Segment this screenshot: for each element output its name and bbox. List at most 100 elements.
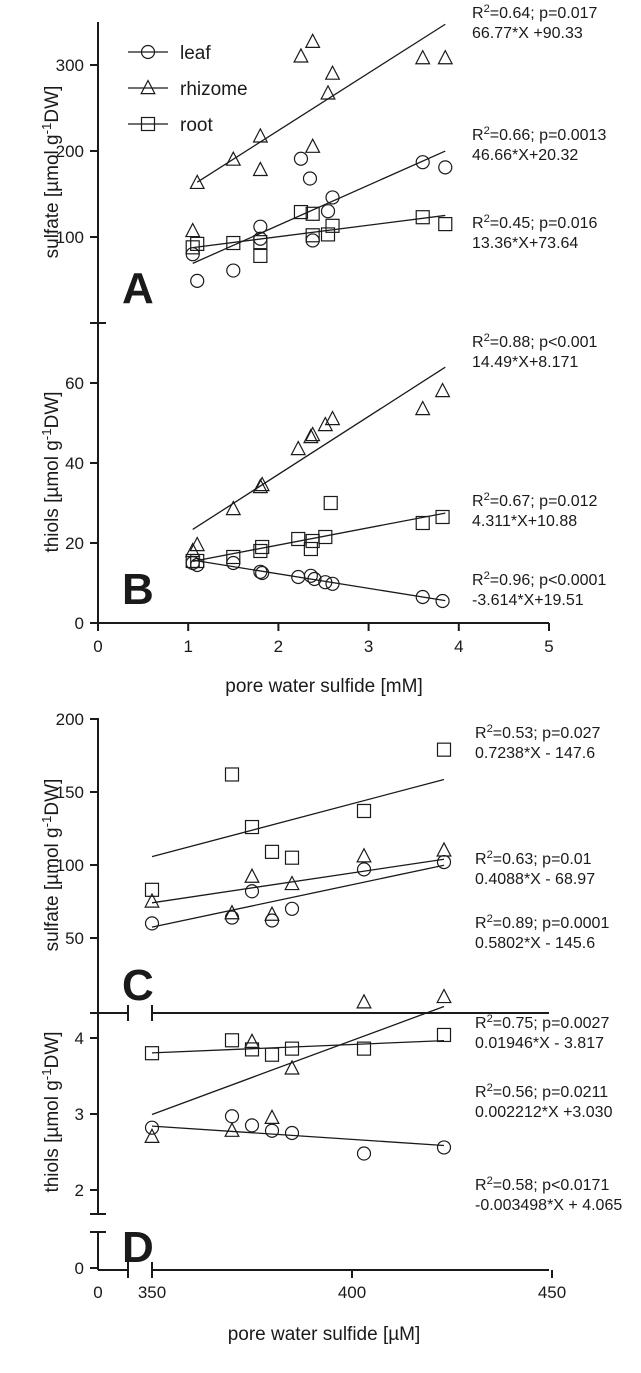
panel-d-point-rhizome xyxy=(144,1128,160,1144)
panel-d-point-rhizome xyxy=(284,1059,300,1075)
panel-a-point-root xyxy=(293,204,309,220)
panel-c-point-rhizome xyxy=(244,867,260,883)
panel-d-fit-line-rhizome xyxy=(151,1005,445,1116)
panel-a-point-rhizome xyxy=(304,137,321,153)
panel-c-stat-equation-root: 0.7238*X - 147.6 xyxy=(475,745,595,762)
panel-a-point-leaf xyxy=(305,233,320,248)
panel-d-stat-r2-root: R2=0.56; p=0.0211 xyxy=(475,1082,608,1101)
panel-d-point-rhizome xyxy=(264,1109,280,1125)
panel-a-y-axis-title: sulfate [µmol g-1DW] xyxy=(39,86,64,259)
panel-d-point-leaf xyxy=(284,1125,300,1141)
panel-b-point-leaf xyxy=(415,589,430,605)
panel-b-x-tick-label: 4 xyxy=(454,637,463,656)
panel-a-letter: A xyxy=(122,264,154,313)
panel-b-x-tick-label: 1 xyxy=(183,637,192,656)
panel-d-point-root xyxy=(264,1047,280,1062)
panel-a-point-rhizome xyxy=(252,127,269,143)
panel-c-point-rhizome xyxy=(144,892,160,908)
panel-a-point-root xyxy=(438,217,453,232)
panel-b-stat-equation-leaf: -3.614*X+19.51 xyxy=(472,592,584,609)
panel-a-point-leaf xyxy=(302,171,318,186)
panel-c-y-tick-label: 200 xyxy=(56,710,84,729)
legend-marker-root xyxy=(140,116,156,132)
panel-b-point-rhizome xyxy=(414,400,431,416)
legend-label-root: root xyxy=(180,115,213,136)
panel-b-stat-equation-rhizome: 14.49*X+8.171 xyxy=(472,354,578,371)
panel-b-point-rhizome xyxy=(324,410,341,426)
panel-a-point-rhizome xyxy=(293,47,309,63)
panel-b-point-root xyxy=(435,509,450,525)
panel-b-point-leaf xyxy=(318,575,333,590)
panel-c-point-rhizome xyxy=(284,875,300,891)
panel-c-letter: C xyxy=(122,961,154,1010)
panel-b-x-tick-label: 0 xyxy=(93,637,102,656)
panel-b-point-rhizome xyxy=(303,428,319,444)
panel-c-point-leaf xyxy=(144,916,160,931)
panel-a-y-tick-label: 200 xyxy=(56,142,84,161)
panel-b-point-leaf xyxy=(307,571,322,587)
panel-b-point-root xyxy=(226,549,241,565)
panel-d-y-tick-label: 0 xyxy=(75,1259,84,1278)
panel-d-point-leaf xyxy=(356,1146,372,1161)
panel-b-stat-r2-rhizome: R2=0.88; p<0.001 xyxy=(472,332,598,351)
panel-c-stat-r2-leaf: R2=0.89; p=0.0001 xyxy=(475,913,609,932)
panel-b-point-leaf xyxy=(303,568,318,583)
panel-b-point-rhizome xyxy=(189,536,206,552)
panel-d-x-tick-label: 450 xyxy=(538,1283,566,1302)
panel-d-x-axis-title: pore water sulfide [µM] xyxy=(228,1324,421,1345)
panel-b-point-root xyxy=(415,515,430,531)
panel-a-point-root xyxy=(415,210,430,225)
panel-a-point-rhizome xyxy=(189,174,206,190)
panel-c-point-leaf xyxy=(356,862,372,877)
panel-d-point-leaf xyxy=(144,1120,160,1135)
panel-b-point-rhizome xyxy=(304,426,321,442)
panel-a-point-leaf xyxy=(325,190,340,205)
panel-a-point-rhizome xyxy=(184,222,201,238)
panel-b-y-axis-title: thiols [µmol g-1DW] xyxy=(39,391,64,552)
panel-b-point-root xyxy=(291,531,306,547)
panel-d-point-rhizome xyxy=(436,988,452,1004)
panel-c-stat-equation-leaf: 0.5802*X - 145.6 xyxy=(475,935,595,952)
panel-b-point-leaf xyxy=(325,576,340,591)
panel-a-point-leaf xyxy=(226,263,241,278)
panel-b-point-rhizome xyxy=(225,500,242,516)
panel-b-point-leaf xyxy=(255,565,270,581)
legend-marker-leaf xyxy=(140,44,156,60)
panel-a-stat-equation-rhizome: 66.77*X +90.33 xyxy=(472,25,583,42)
panel-b-x-tick-label: 3 xyxy=(364,637,373,656)
panel-d-stat-equation-rhizome: 0.01946*X - 3.817 xyxy=(475,1035,604,1052)
panel-a-point-rhizome xyxy=(225,150,242,166)
panel-c-stat-equation-rhizome: 0.4088*X - 68.97 xyxy=(475,871,595,888)
panel-b-point-rhizome xyxy=(252,478,269,494)
panel-d-point-rhizome xyxy=(356,993,372,1009)
panel-a-point-rhizome xyxy=(304,33,321,48)
panel-c-point-root xyxy=(224,767,240,782)
panel-d-y-tick-label: 3 xyxy=(75,1105,84,1124)
panel-b-y-tick-label: 60 xyxy=(65,374,84,393)
panel-a-point-root xyxy=(185,240,200,255)
panel-a-point-leaf xyxy=(438,160,453,175)
panel-a-stat-equation-leaf: 46.66*X+20.32 xyxy=(472,147,578,164)
panel-d-point-leaf xyxy=(244,1118,260,1133)
panel-c-point-rhizome xyxy=(264,905,280,921)
panel-c-fit-line-rhizome xyxy=(151,858,445,904)
panel-d-point-leaf xyxy=(264,1123,280,1138)
panel-d-point-rhizome xyxy=(244,1033,260,1049)
panel-a-point-root xyxy=(253,248,268,264)
legend-marker-rhizome xyxy=(140,79,156,95)
panel-a-y-tick-label: 100 xyxy=(56,228,84,247)
panel-a-point-root xyxy=(190,236,205,251)
panel-d-point-root xyxy=(436,1027,452,1043)
panel-c-point-leaf xyxy=(284,901,300,916)
panel-b-stat-r2-leaf: R2=0.96; p<0.0001 xyxy=(472,570,606,589)
panel-c-point-rhizome xyxy=(224,904,240,920)
panel-a-point-rhizome xyxy=(252,161,269,177)
panel-b-y-tick-label: 40 xyxy=(65,454,84,473)
panel-a-stat-r2-leaf: R2=0.66; p=0.0013 xyxy=(472,125,606,144)
panel-a-point-rhizome xyxy=(320,84,336,100)
panel-d-stat-equation-root: 0.002212*X +3.030 xyxy=(475,1104,613,1121)
panel-c-point-root xyxy=(144,882,160,897)
panel-b-x-tick-label: 5 xyxy=(544,637,553,656)
panel-c-point-root xyxy=(244,819,260,835)
